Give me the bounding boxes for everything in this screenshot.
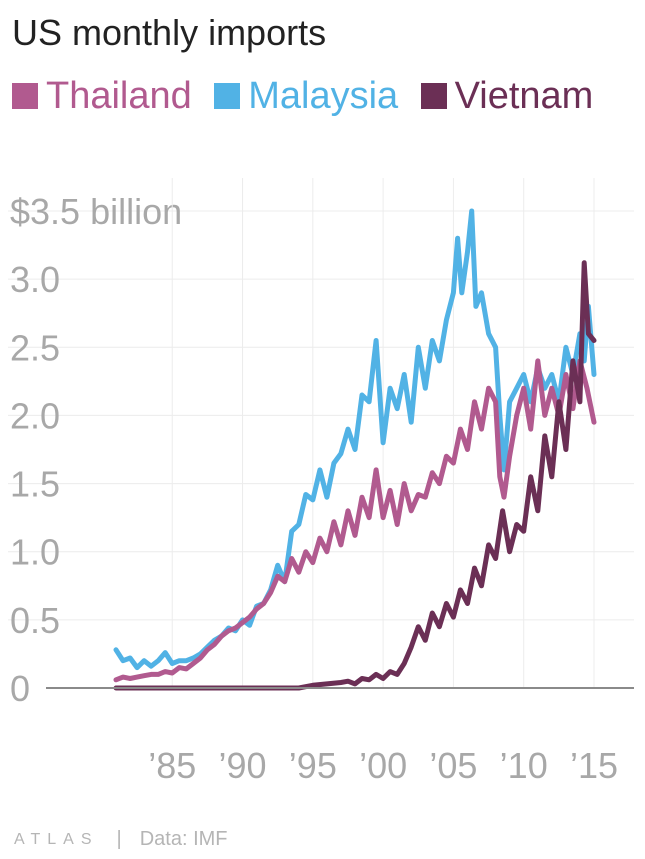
y-tick-label: 2.5 bbox=[10, 327, 60, 368]
x-tick-label: ’85 bbox=[148, 745, 196, 786]
series-line-vietnam bbox=[113, 260, 597, 691]
legend-item-thailand: Thailand bbox=[12, 72, 192, 120]
legend-label-malaysia: Malaysia bbox=[248, 74, 399, 117]
legend-label-thailand: Thailand bbox=[46, 74, 192, 117]
x-tick-label: ’90 bbox=[219, 745, 267, 786]
x-tick-label: ’95 bbox=[289, 745, 337, 786]
x-tick-label: ’00 bbox=[359, 745, 407, 786]
y-tick-label: 1.5 bbox=[10, 464, 60, 505]
series-line-thailand bbox=[113, 358, 597, 683]
x-tick-label: ’10 bbox=[500, 745, 548, 786]
legend: Thailand Malaysia Vietnam bbox=[12, 72, 632, 120]
y-tick-label: 0 bbox=[10, 668, 30, 709]
legend-swatch-vietnam bbox=[420, 83, 447, 109]
legend-label-vietnam: Vietnam bbox=[454, 74, 594, 117]
y-tick-label: 3.0 bbox=[10, 259, 60, 300]
x-tick-label: ’05 bbox=[429, 745, 477, 786]
y-tick-label: 0.5 bbox=[10, 600, 60, 641]
y-tick-label: 2.0 bbox=[10, 395, 60, 436]
legend-item-malaysia: Malaysia bbox=[214, 72, 398, 120]
atlas-logo: ATLAS bbox=[14, 830, 99, 848]
footer: ATLAS | Data: IMF bbox=[14, 828, 228, 851]
legend-swatch-thailand bbox=[12, 83, 38, 109]
series-line-malaysia bbox=[113, 208, 597, 671]
legend-swatch-malaysia bbox=[214, 83, 241, 109]
line-chart: $3.5 billion 3.0 2.5 2.0 1.5 1.0 0.5 0 ’85 ’90 ’95… bbox=[8, 178, 634, 786]
x-tick-label: ’15 bbox=[570, 745, 618, 786]
footer-separator: | bbox=[116, 828, 122, 850]
y-tick-label: 1.0 bbox=[10, 532, 60, 573]
legend-item-vietnam: Vietnam bbox=[420, 72, 594, 120]
data-source: Data: IMF bbox=[139, 828, 228, 850]
chart-title: US monthly imports bbox=[12, 12, 327, 53]
y-tick-label: $3.5 billion bbox=[10, 191, 182, 232]
